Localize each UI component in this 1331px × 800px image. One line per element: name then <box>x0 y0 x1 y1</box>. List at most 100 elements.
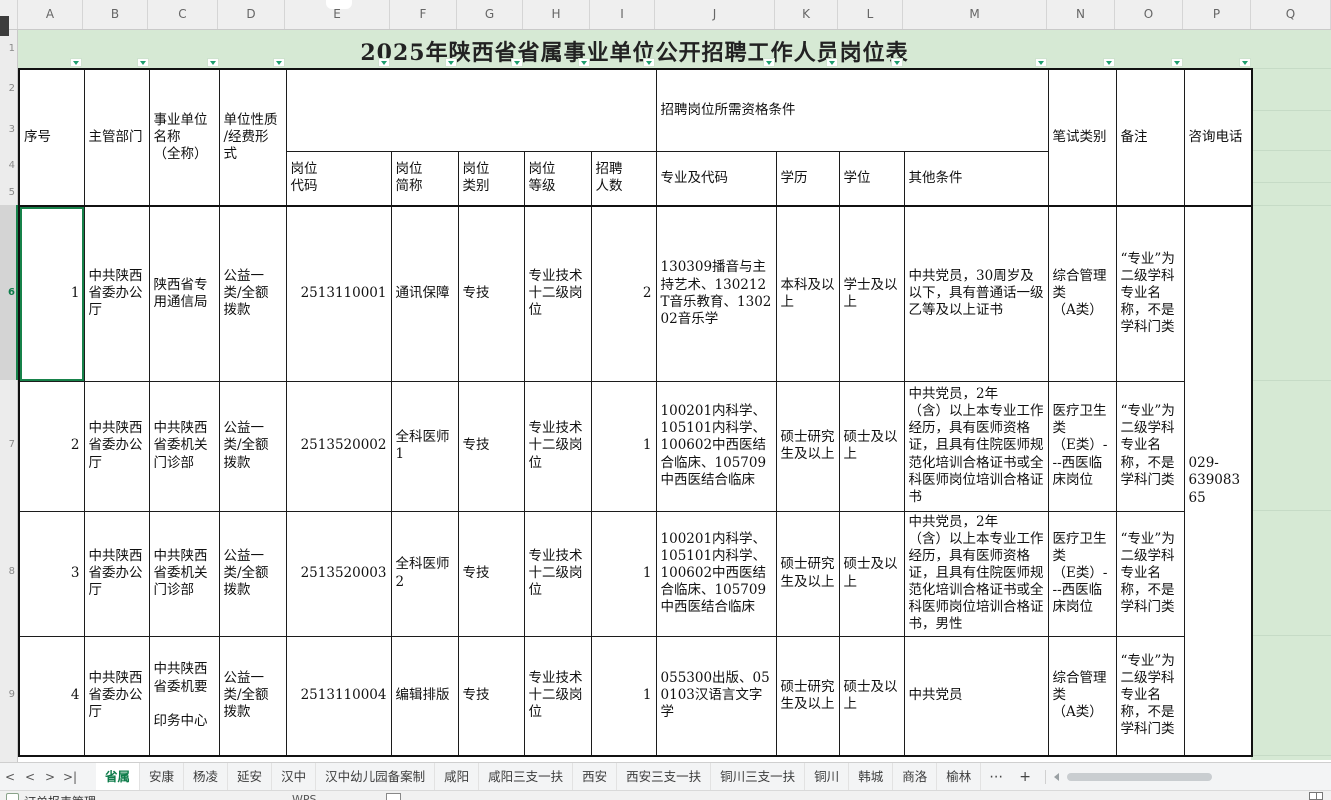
row-header-8[interactable]: 8 <box>8 566 15 577</box>
sheet-tab-tongchuan[interactable]: 铜川 <box>805 763 850 790</box>
column-header-m[interactable]: M <box>903 0 1047 29</box>
cell-r2-post-grade[interactable]: 专业技术十二级岗位 <box>523 380 592 512</box>
header-remark[interactable]: 备注 <box>1115 68 1185 207</box>
row-header-6-selected[interactable]: 6 <box>0 205 18 380</box>
column-header-f[interactable]: F <box>390 0 457 29</box>
header-group-empty[interactable] <box>285 68 657 152</box>
filter-dropdown-icon[interactable] <box>826 58 838 67</box>
cell-r4-education[interactable]: 硕士研究生及以上 <box>775 635 840 757</box>
cell-r3-dept[interactable]: 中共陕西省委办公厅 <box>83 510 150 637</box>
filter-dropdown-icon[interactable] <box>70 58 82 67</box>
filter-dropdown-icon[interactable] <box>378 58 390 67</box>
cell-r4-post-name[interactable]: 编辑排版 <box>390 635 459 757</box>
row-header-3[interactable]: 3 <box>8 124 15 135</box>
header-nature[interactable]: 单位性质 /经费形式 <box>218 68 287 207</box>
cell-r4-org[interactable]: 中共陕西省委机要 印务中心 <box>148 635 220 757</box>
row-header-9[interactable]: 9 <box>8 689 15 700</box>
cell-r2-remark[interactable]: “专业”为二级学科专业名称，不是学科门类 <box>1115 380 1185 512</box>
horizontal-scrollbar[interactable] <box>1066 772 1212 781</box>
cell-r1-exam[interactable]: 综合管理类 （A类） <box>1047 205 1117 382</box>
cell-r4-remark[interactable]: “专业”为二级学科专业名称，不是学科门类 <box>1115 635 1185 757</box>
cell-r3-post-grade[interactable]: 专业技术十二级岗位 <box>523 510 592 637</box>
cell-r2-education[interactable]: 硕士研究生及以上 <box>775 380 840 512</box>
cell-r4-post-type[interactable]: 专技 <box>457 635 525 757</box>
row-header-4[interactable]: 4 <box>8 160 15 171</box>
filter-dropdown-icon[interactable] <box>763 58 775 67</box>
column-header-n[interactable]: N <box>1047 0 1115 29</box>
window-icon[interactable] <box>386 793 401 800</box>
cell-r1-post-name[interactable]: 通讯保障 <box>390 205 459 382</box>
cell-r2-exam[interactable]: 医疗卫生类 （E类）---西医临床岗位 <box>1047 380 1117 512</box>
sheet-tab-xian-sanzhi[interactable]: 西安三支一扶 <box>617 763 712 790</box>
sheet-tab-yanan[interactable]: 延安 <box>228 763 273 790</box>
cell-r1-dept[interactable]: 中共陕西省委办公厅 <box>83 205 150 382</box>
header-seq[interactable]: 序号 <box>18 68 85 207</box>
filter-dropdown-icon[interactable] <box>1035 58 1047 67</box>
cell-r1-post-grade[interactable]: 专业技术十二级岗位 <box>523 205 592 382</box>
header-post-type[interactable]: 岗位 类别 <box>457 150 525 207</box>
column-header-k[interactable]: K <box>775 0 838 29</box>
cell-r2-dept[interactable]: 中共陕西省委办公厅 <box>83 380 150 512</box>
cell-r2-headcount[interactable]: 1 <box>590 380 657 512</box>
cell-r4-dept[interactable]: 中共陕西省委办公厅 <box>83 635 150 757</box>
sheet-tab-xian[interactable]: 西安 <box>573 763 618 790</box>
prev-sheet-button[interactable]: < <box>24 769 36 784</box>
cell-r2-other[interactable]: 中共党员，2年 （含）以上本专业工作经历，具有医师资格证，且具有住院医师规范化培… <box>903 380 1049 512</box>
cell-r3-degree[interactable]: 硕士及以上 <box>838 510 905 637</box>
cell-r2-org[interactable]: 中共陕西省委机关门诊部 <box>148 380 220 512</box>
cell-r2-seq[interactable]: 2 <box>18 380 85 512</box>
column-header-a[interactable]: A <box>18 0 83 29</box>
cell-r4-seq[interactable]: 4 <box>18 635 85 757</box>
cell-r3-education[interactable]: 硕士研究生及以上 <box>775 510 840 637</box>
header-post-name[interactable]: 岗位 简称 <box>390 150 459 207</box>
empty-column-q[interactable] <box>1251 30 1331 760</box>
column-header-h[interactable]: H <box>523 0 590 29</box>
sheet-tab-tongchuan-sanzhi[interactable]: 铜川三支一扶 <box>711 763 806 790</box>
grid-view-icon[interactable] <box>1309 792 1323 800</box>
column-header-o[interactable]: O <box>1115 0 1183 29</box>
cell-r4-major[interactable]: 055300出版、050103汉语言文字学 <box>655 635 777 757</box>
filter-dropdown-icon[interactable] <box>1103 58 1115 67</box>
cell-r2-degree[interactable]: 硕士及以上 <box>838 380 905 512</box>
cell-r3-remark[interactable]: “专业”为二级学科专业名称，不是学科门类 <box>1115 510 1185 637</box>
filter-dropdown-icon[interactable] <box>643 58 655 67</box>
cell-r4-exam[interactable]: 综合管理类 （A类） <box>1047 635 1117 757</box>
sheet-tab-hanzhong-youeryuan[interactable]: 汉中幼儿园备案制 <box>316 763 436 790</box>
row-header-1[interactable]: 1 <box>8 43 15 54</box>
cell-r3-post-name[interactable]: 全科医师2 <box>390 510 459 637</box>
row-header-5[interactable]: 5 <box>8 187 15 198</box>
column-header-i[interactable]: I <box>590 0 655 29</box>
cell-r3-major[interactable]: 100201内科学、105101内科学、100602中西医结合临床、105709… <box>655 510 777 637</box>
next-sheet-button[interactable]: > <box>44 769 56 784</box>
cell-r2-post-name[interactable]: 全科医师1 <box>390 380 459 512</box>
header-major[interactable]: 专业及代码 <box>655 150 777 207</box>
sheet-tab-yulin[interactable]: 榆林 <box>937 763 982 790</box>
sheet-tab-shangluo[interactable]: 商洛 <box>893 763 938 790</box>
sheet-tab-shengshu[interactable]: 省属 <box>96 763 141 790</box>
column-header-d[interactable]: D <box>218 0 285 29</box>
filter-dropdown-icon[interactable] <box>1171 58 1183 67</box>
cell-r3-seq[interactable]: 3 <box>18 510 85 637</box>
sheet-tab-yangling[interactable]: 杨凌 <box>184 763 229 790</box>
cell-r3-post-code[interactable]: 2513520003 <box>285 510 392 637</box>
report-app-icon[interactable] <box>6 793 19 800</box>
cell-r3-exam[interactable]: 医疗卫生类 （E类）---西医临床岗位 <box>1047 510 1117 637</box>
header-post-grade[interactable]: 岗位 等级 <box>523 150 592 207</box>
cell-r4-other[interactable]: 中共党员 <box>903 635 1049 757</box>
cell-r1-remark[interactable]: “专业”为二级学科专业名称，不是学科门类 <box>1115 205 1185 382</box>
column-header-g[interactable]: G <box>457 0 523 29</box>
column-header-j[interactable]: J <box>655 0 775 29</box>
cell-r4-headcount[interactable]: 1 <box>590 635 657 757</box>
taskbar-label[interactable]: 订单报表管理 <box>24 793 96 800</box>
sheet-tab-xianyang[interactable]: 咸阳 <box>435 763 480 790</box>
cell-r4-post-code[interactable]: 2513110004 <box>285 635 392 757</box>
first-sheet-button[interactable]: < <box>4 769 16 784</box>
cell-r1-major[interactable]: 130309播音与主持艺术、130212T音乐教育、130202音乐学 <box>655 205 777 382</box>
filter-dropdown-icon[interactable] <box>1239 58 1251 67</box>
cell-r2-nature[interactable]: 公益一类/全额拨款 <box>218 380 287 512</box>
wps-label[interactable]: WPS <box>292 793 317 800</box>
cell-r1-headcount[interactable]: 2 <box>590 205 657 382</box>
filter-dropdown-icon[interactable] <box>891 58 903 67</box>
scroll-left-icon[interactable] <box>1053 772 1059 781</box>
cell-r3-other[interactable]: 中共党员，2年 （含）以上本专业工作经历，具有医师资格证，且具有住院医师规范化培… <box>903 510 1049 637</box>
